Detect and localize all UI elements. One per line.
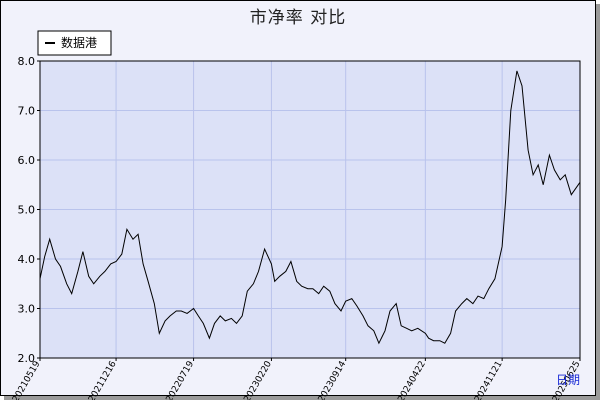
x-tick-label: 20211216 xyxy=(87,359,119,400)
grid-lines xyxy=(39,60,581,359)
x-tick-label: 20241121 xyxy=(473,360,505,400)
x-axis-label: 日期 xyxy=(556,373,580,387)
y-tick-label: 2.0 xyxy=(18,352,36,365)
x-tick-label: 20230914 xyxy=(317,359,349,400)
x-axis-ticks: 20210519 20211216 20220719 20230220 20230914… xyxy=(11,358,583,400)
legend: 数据港 xyxy=(37,30,112,56)
y-axis-ticks: 2.0 3.0 4.0 5.0 6.0 7.0 8.0 xyxy=(18,55,40,365)
x-tick-label: 20220719 xyxy=(165,359,197,400)
legend-label: 数据港 xyxy=(61,35,97,50)
x-tick-label: 20230220 xyxy=(242,359,274,400)
y-tick-label: 5.0 xyxy=(18,204,36,217)
y-tick-label: 6.0 xyxy=(18,154,36,167)
y-tick-label: 3.0 xyxy=(18,303,36,316)
y-tick-label: 8.0 xyxy=(18,55,36,68)
x-tick-label: 20210519 xyxy=(11,359,43,400)
x-tick-label: 20240422 xyxy=(396,360,428,400)
y-tick-label: 7.0 xyxy=(18,105,36,118)
series-line xyxy=(39,70,581,345)
y-tick-label: 4.0 xyxy=(18,253,36,266)
chart-title: 市净率 对比 xyxy=(249,8,347,28)
